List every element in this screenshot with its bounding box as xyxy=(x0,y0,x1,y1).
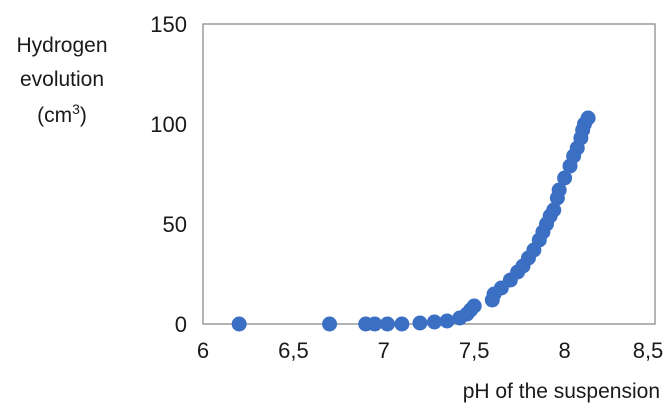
data-point xyxy=(379,316,395,332)
x-tick-label: 8 xyxy=(558,338,570,363)
y-axis-label-unit: (cm3) xyxy=(37,101,87,127)
y-tick-label: 100 xyxy=(150,112,187,137)
data-point xyxy=(322,316,338,332)
data-point xyxy=(466,298,482,314)
x-tick-label: 7,5 xyxy=(459,338,490,363)
x-axis-label: pH of the suspension xyxy=(463,380,660,403)
data-point xyxy=(557,170,573,186)
data-point xyxy=(367,316,383,332)
x-tick-label: 6,5 xyxy=(278,338,309,363)
plot-area-border xyxy=(202,23,656,325)
y-axis-unit-prefix: (cm xyxy=(37,104,72,127)
data-point xyxy=(580,110,596,126)
x-tick-label: 8,5 xyxy=(633,338,664,363)
x-tick-label: 6 xyxy=(197,338,209,363)
y-tick-label: 0 xyxy=(175,312,187,337)
y-axis-label-line-2: evolution xyxy=(20,68,104,91)
data-point xyxy=(412,315,428,331)
data-point xyxy=(426,314,442,330)
data-point xyxy=(546,202,562,218)
y-tick-label: 50 xyxy=(163,212,187,237)
y-axis-unit-suffix: ) xyxy=(80,104,87,127)
data-point xyxy=(551,182,567,198)
y-tick-label: 150 xyxy=(150,12,187,37)
x-tick-label: 7 xyxy=(378,338,390,363)
data-points xyxy=(231,110,596,332)
y-axis-unit-superscript: 3 xyxy=(72,101,80,117)
y-axis-label-line-1: Hydrogen xyxy=(16,34,107,57)
data-point xyxy=(231,316,247,332)
data-point xyxy=(439,313,455,329)
data-point xyxy=(394,316,410,332)
y-axis-ticks: 0 50 100 150 xyxy=(150,12,187,337)
x-axis-ticks: 6 6,5 7 7,5 8 8,5 xyxy=(197,338,663,363)
